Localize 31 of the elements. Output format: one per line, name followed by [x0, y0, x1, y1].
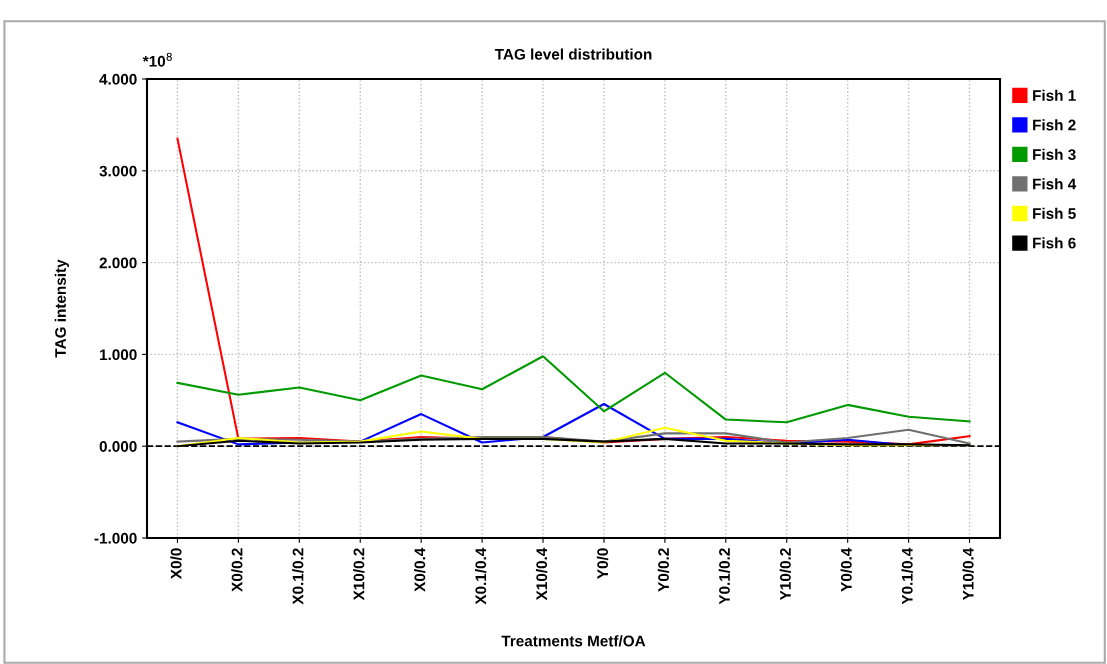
- x-tick-label: X0/0.4: [414, 547, 426, 592]
- x-tick-label: Y0.1/0.4: [901, 547, 913, 605]
- y-tick-label: 2.000: [99, 257, 137, 269]
- x-tick-label: Y0.1/0.2: [718, 548, 731, 605]
- x-tick-label: X0/0: [170, 548, 182, 580]
- y-tick-label: 4.000: [99, 73, 137, 85]
- legend-label: Fish 3: [1033, 148, 1076, 160]
- x-tick-label: X0.1/0.2: [292, 548, 304, 605]
- legend-label: Fish 6: [1033, 237, 1076, 249]
- x-axis-title: Treatments Metf/OA: [501, 635, 646, 647]
- text: *10$^{8}$: [142, 52, 172, 67]
- x-tick-label: Y0/0: [596, 548, 609, 579]
- y-tick-label: 1.000: [100, 349, 137, 361]
- x-tick-label: Y10/0.4: [962, 547, 974, 601]
- chart-title: TAG level distribution: [494, 48, 652, 60]
- x-tick-label: X10/0.4: [535, 547, 548, 601]
- y-tick-label: -1.000: [94, 532, 137, 544]
- y-axis-title: TAG intensity: [54, 259, 69, 358]
- x-tick-label: X0/0.2: [231, 548, 243, 592]
- legend-label: Fish 4: [1033, 178, 1077, 190]
- y-tick-label: 0.000: [99, 441, 137, 452]
- legend-label: Fish 5: [1033, 207, 1076, 219]
- x-tick-label: Y0/0.4: [840, 547, 852, 592]
- x-tick-label: X10/0.2: [353, 548, 365, 601]
- legend-label: Fish 1: [1033, 89, 1076, 101]
- y-tick-label: 3.000: [99, 165, 137, 177]
- x-tick-label: Y10/0.2: [779, 548, 792, 601]
- line-series: [176, 355, 971, 424]
- x-tick-label: X0.1/0.4: [474, 547, 487, 605]
- legend-label: Fish 2: [1033, 119, 1076, 131]
- x-tick-label: Y0/0.2: [657, 548, 670, 592]
